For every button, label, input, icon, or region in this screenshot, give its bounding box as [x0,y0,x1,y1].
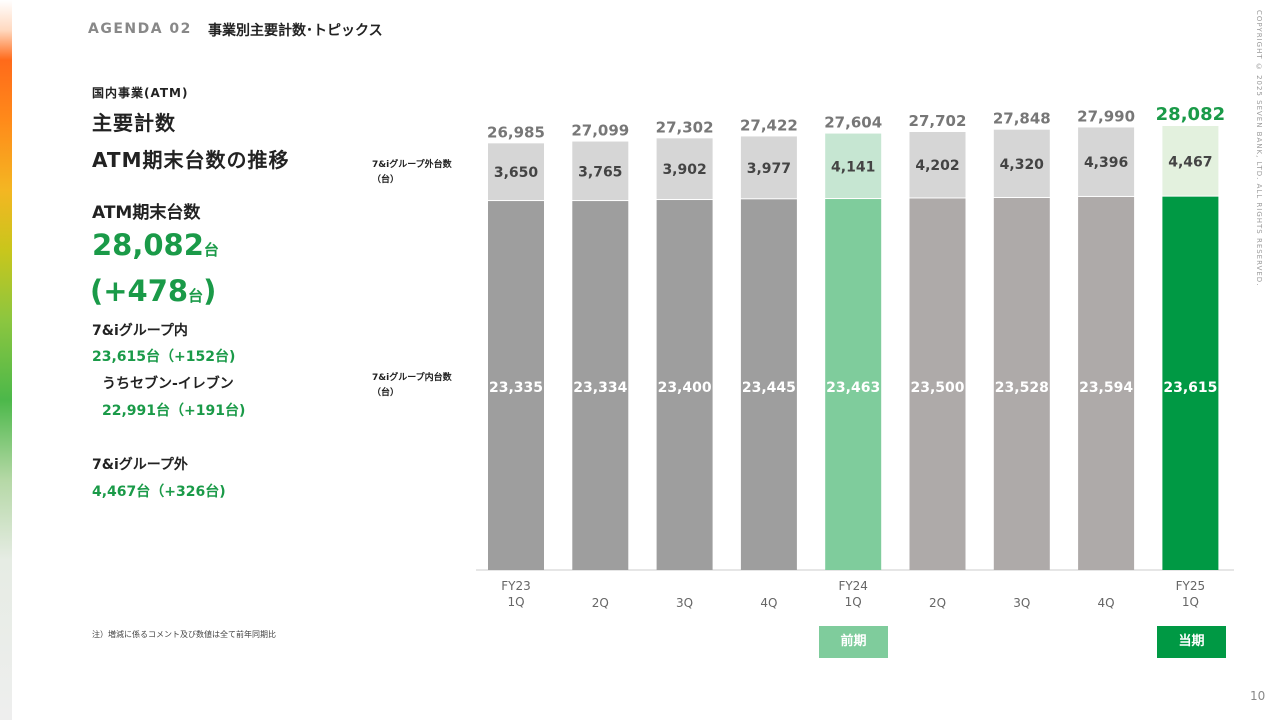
legend-group-out: 7&iグループ外台数 （台） [372,160,452,185]
label-group-out-7: 4,320 [1000,157,1045,173]
x-tick-label-3: 3Q [676,596,693,610]
kpi-value-unit: 台 [203,241,219,259]
bar-group-out-9 [1162,126,1219,196]
bar-group-out-5 [825,133,882,199]
bar-group-out-7 [993,129,1050,198]
bar-group-in-8 [1078,196,1135,570]
label-total-6: 27,702 [909,112,967,130]
label-group-out-8: 4,396 [1084,155,1128,171]
label-total-4: 27,422 [740,116,798,134]
x-tick-label-5: FY24 1Q [838,579,868,609]
label-total-7: 27,848 [993,110,1051,128]
section-label: 国内事業(ATM) [92,86,189,100]
bar-group-in-2 [572,201,629,570]
group-out-label: 7&iグループ外 [92,457,188,473]
decorative-gradient-stripe [0,0,12,720]
page-subtitle: ATM期末台数の推移 [92,148,290,172]
bar-group-in-7 [993,198,1050,570]
label-total-1: 26,985 [487,123,545,141]
x-tick-label-7: 3Q [1013,596,1030,610]
bar-group-out-6 [909,132,966,198]
kpi-value: 28,082台 [92,228,219,262]
x-tick-label-8: 4Q [1098,596,1115,610]
copyright-text: COPYRIGHT © 2025 SEVEN BANK, LTD. ALL RI… [1255,10,1263,287]
label-total-5: 27,604 [824,114,882,132]
footnote: 注）増減に係るコメント及び数値は全て前年同期比 [92,630,276,639]
page-header-title: 事業別主要計数･トピックス [208,23,383,39]
previous-period-badge: 前期 [819,626,888,658]
label-total-8: 27,990 [1077,107,1135,125]
kpi-diff-unit: 台 [188,287,204,305]
bar-group-in-6 [909,198,966,571]
group-out-value: 4,467台（+326台) [92,484,226,500]
kpi-label: ATM期末台数 [92,203,201,223]
group-in-label: 7&iグループ内 [92,323,188,339]
bar-group-out-1 [488,143,544,201]
label-group-out-9: 4,467 [1168,154,1212,170]
label-group-out-3: 3,902 [662,162,706,178]
x-tick-label-6: 2Q [929,596,946,610]
bar-group-in-1 [488,201,544,570]
label-group-out-5: 4,141 [831,159,875,175]
label-total-2: 27,099 [571,122,629,140]
label-group-in-5: 23,463 [826,380,880,396]
bar-group-in-3 [656,200,713,570]
label-group-in-3: 23,400 [658,380,712,396]
kpi-diff: (+478台) [90,274,216,308]
label-group-in-9: 23,615 [1163,380,1217,396]
kpi-diff-number: (+478 [90,274,189,308]
bar-group-out-2 [572,141,629,201]
current-period-badge: 当期 [1157,626,1226,658]
label-total-9: 28,082 [1156,104,1225,125]
label-group-in-8: 23,594 [1079,380,1133,396]
label-group-out-2: 3,765 [578,164,622,180]
legend-group-in: 7&iグループ内台数 （台） [372,373,452,398]
label-total-3: 27,302 [656,118,714,136]
seven-eleven-label: うちセブン-イレブン [102,376,234,392]
kpi-value-number: 28,082 [92,228,204,262]
x-tick-label-4: 4Q [760,596,777,610]
label-group-in-7: 23,528 [995,380,1049,396]
bar-group-out-8 [1078,127,1135,196]
seven-eleven-value: 22,991台（+191台) [102,403,246,419]
bar-group-out-3 [656,138,713,200]
x-tick-label-9: FY25 1Q [1176,579,1206,609]
label-group-in-6: 23,500 [910,380,964,396]
page-number: 10 [1250,689,1266,703]
bar-group-in-5 [825,199,882,570]
label-group-out-1: 3,650 [494,165,539,181]
agenda-label: AGENDA 02 [88,21,192,37]
label-group-in-4: 23,445 [742,380,796,396]
page-title: 主要計数 [92,111,176,135]
label-group-out-6: 4,202 [915,158,959,174]
group-in-value: 23,615台（+152台) [92,349,236,365]
bar-group-in-4 [740,199,797,570]
kpi-diff-close: ) [203,274,217,308]
label-group-in-2: 23,334 [573,380,627,396]
label-group-in-1: 23,335 [489,380,543,396]
bar-group-out-4 [740,136,797,199]
x-tick-label-1: FY23 1Q [501,579,531,609]
label-group-out-4: 3,977 [747,161,791,177]
x-tick-label-2: 2Q [592,596,609,610]
bar-group-in-9 [1162,196,1219,570]
